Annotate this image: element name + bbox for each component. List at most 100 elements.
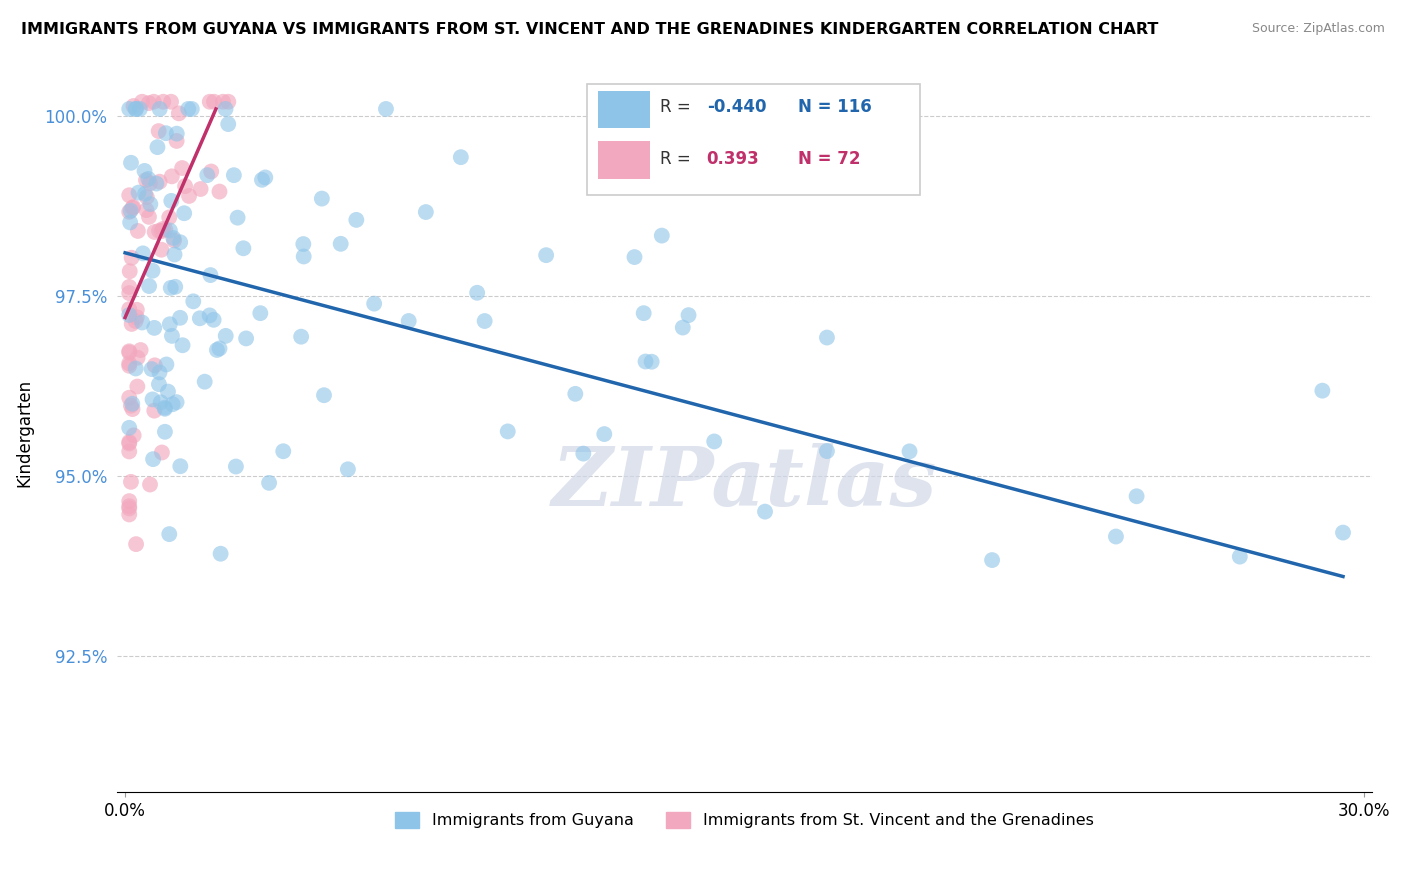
Point <box>148 377 170 392</box>
Point <box>118 308 141 322</box>
FancyBboxPatch shape <box>598 91 650 128</box>
Point <box>180 102 202 116</box>
Point <box>208 185 231 199</box>
Point <box>155 222 177 236</box>
Point <box>142 452 165 467</box>
Point <box>235 331 257 345</box>
Point <box>222 168 245 182</box>
Text: R =: R = <box>661 150 696 169</box>
Point <box>292 250 315 264</box>
Point <box>202 313 225 327</box>
Text: IMMIGRANTS FROM GUYANA VS IMMIGRANTS FROM ST. VINCENT AND THE GRENADINES KINDERG: IMMIGRANTS FROM GUYANA VS IMMIGRANTS FRO… <box>21 22 1159 37</box>
Point <box>120 203 142 218</box>
Point <box>208 342 231 356</box>
Point <box>329 236 352 251</box>
Point <box>160 329 183 343</box>
Text: ZIPatlas: ZIPatlas <box>551 443 938 523</box>
Point <box>190 182 212 196</box>
Point <box>572 447 595 461</box>
Point <box>157 527 180 541</box>
Point <box>678 308 700 322</box>
Point <box>159 318 181 332</box>
Point <box>149 175 172 189</box>
Point <box>121 397 143 411</box>
Point <box>150 224 173 238</box>
Point <box>121 251 143 265</box>
Point <box>139 177 162 191</box>
Point <box>121 402 143 417</box>
Point <box>225 459 247 474</box>
Point <box>118 359 141 373</box>
Point <box>344 212 367 227</box>
Point <box>593 427 616 442</box>
Point <box>136 172 159 186</box>
Point <box>138 279 160 293</box>
Text: N = 116: N = 116 <box>799 98 872 116</box>
Point <box>153 425 176 439</box>
Text: N = 72: N = 72 <box>799 150 860 169</box>
Point <box>150 243 173 257</box>
Point <box>1229 549 1251 564</box>
Point <box>141 264 163 278</box>
Point <box>118 188 141 202</box>
Point <box>135 173 157 187</box>
Point <box>188 311 211 326</box>
Point <box>165 280 187 294</box>
Point <box>122 200 145 214</box>
Point <box>1125 489 1147 503</box>
Point <box>181 294 204 309</box>
Point <box>160 194 183 208</box>
Point <box>121 317 143 331</box>
Point <box>166 134 188 148</box>
Point <box>141 392 163 407</box>
Point <box>134 186 156 201</box>
Point <box>146 140 169 154</box>
Point <box>135 203 157 218</box>
Point <box>815 444 838 458</box>
Point <box>118 391 141 405</box>
Legend: Immigrants from Guyana, Immigrants from St. Vincent and the Grenadines: Immigrants from Guyana, Immigrants from … <box>389 805 1099 835</box>
Point <box>152 222 174 236</box>
Point <box>156 384 179 399</box>
Point <box>163 233 186 247</box>
Point <box>118 494 141 508</box>
Point <box>118 345 141 359</box>
Point <box>120 399 142 413</box>
Point <box>145 177 167 191</box>
Point <box>118 344 141 359</box>
Point <box>118 356 141 370</box>
Point <box>209 547 232 561</box>
Point <box>981 553 1004 567</box>
Point <box>634 354 657 368</box>
Point <box>450 150 472 164</box>
Point <box>159 223 181 237</box>
Point <box>155 358 177 372</box>
Point <box>898 444 921 458</box>
Point <box>118 264 141 278</box>
Point <box>159 281 181 295</box>
Point <box>118 302 141 317</box>
Point <box>292 237 315 252</box>
Point <box>311 192 333 206</box>
Point <box>162 397 184 411</box>
Point <box>139 477 162 491</box>
Point <box>375 102 398 116</box>
Point <box>754 505 776 519</box>
Point <box>128 186 150 200</box>
Point <box>138 96 160 111</box>
Point <box>143 359 166 373</box>
Point <box>163 247 186 261</box>
Point <box>1105 529 1128 543</box>
Point <box>143 321 166 335</box>
Point <box>198 95 221 109</box>
FancyBboxPatch shape <box>598 141 650 178</box>
Point <box>195 168 218 182</box>
Point <box>162 231 184 245</box>
Point <box>651 228 673 243</box>
Point <box>177 102 200 116</box>
Point <box>124 102 146 116</box>
Point <box>169 310 191 325</box>
Point <box>172 338 194 352</box>
Point <box>200 164 222 178</box>
Point <box>290 329 312 343</box>
